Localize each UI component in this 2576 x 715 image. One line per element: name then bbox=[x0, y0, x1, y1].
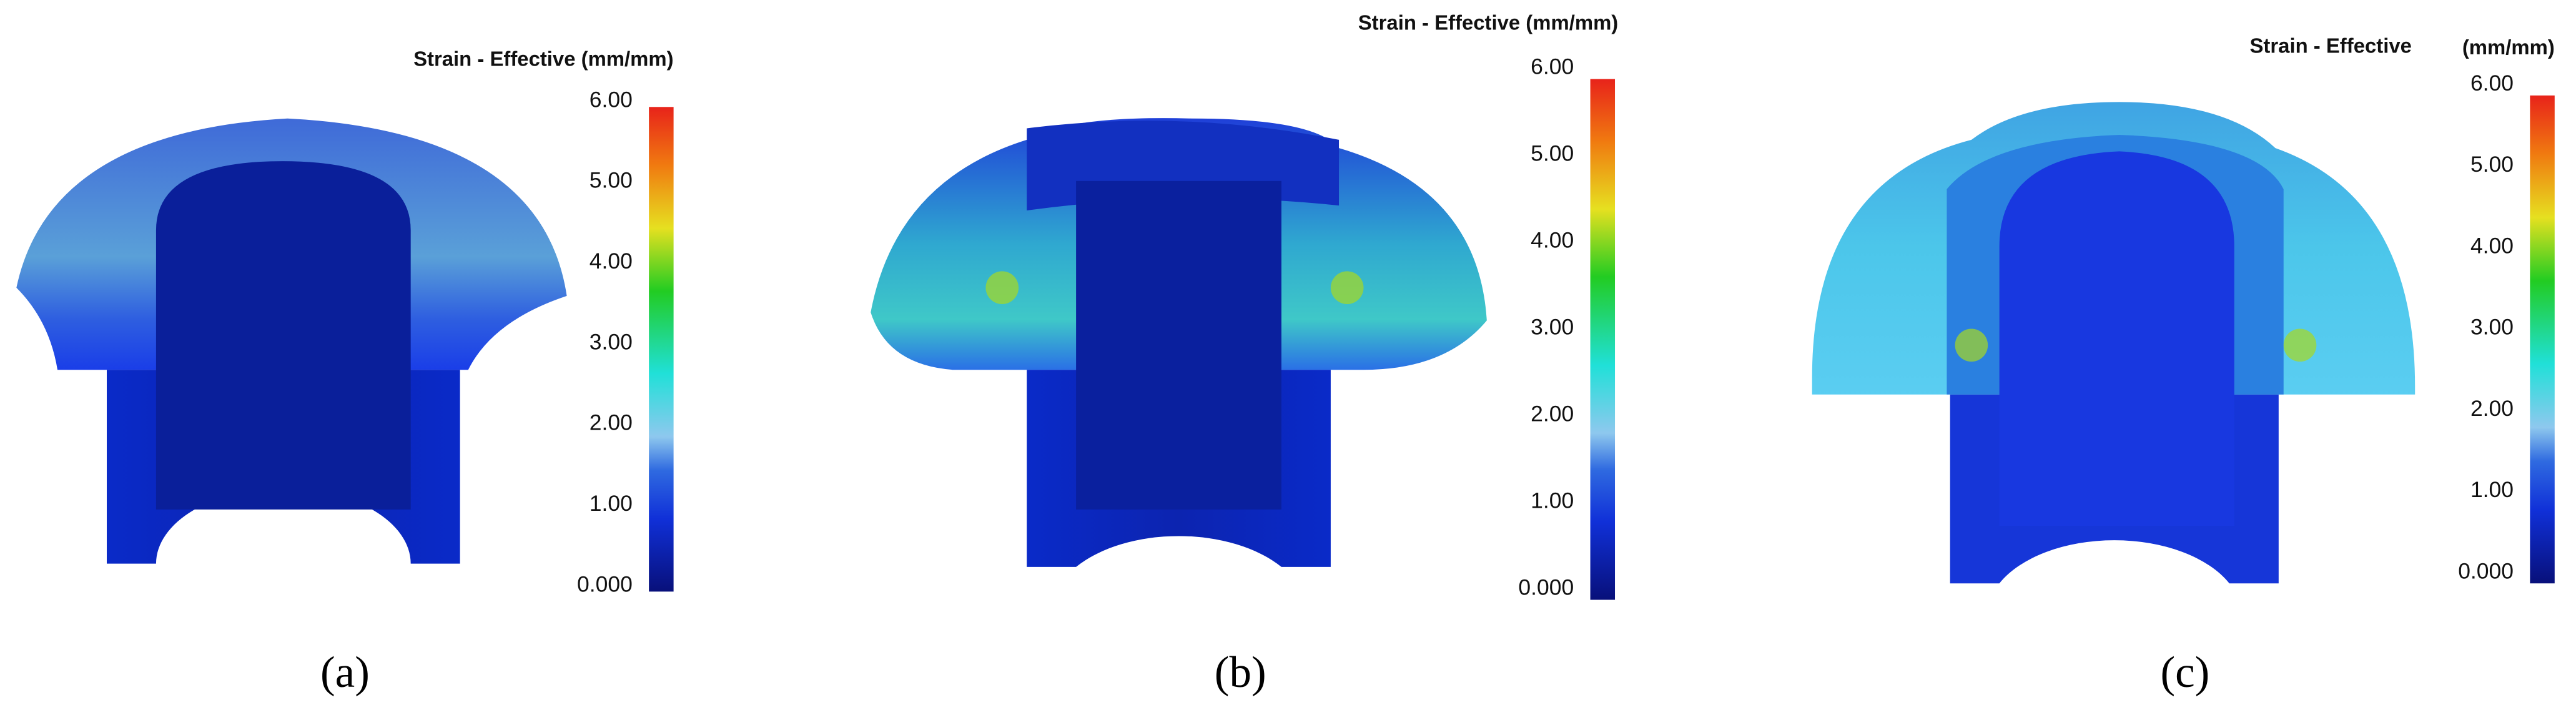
legend-unit: (mm/mm) bbox=[2462, 36, 2555, 59]
tick-label: 5.00 bbox=[590, 168, 633, 193]
legend-title: Strain - Effective (mm/mm) bbox=[1358, 11, 1619, 34]
tick-label: 6.00 bbox=[590, 87, 633, 112]
tick-label: 0.000 bbox=[1518, 575, 1574, 600]
rivet-b bbox=[871, 118, 1487, 567]
caption: (b) bbox=[1215, 648, 1266, 697]
color-bar bbox=[649, 107, 674, 592]
caption: (c) bbox=[2160, 648, 2209, 697]
caption: (a) bbox=[320, 648, 370, 697]
rivet-a bbox=[16, 118, 567, 564]
color-bar bbox=[2530, 95, 2555, 584]
tick-label: 4.00 bbox=[590, 249, 633, 274]
tick-label: 6.00 bbox=[1531, 54, 1574, 79]
color-bar bbox=[1590, 79, 1616, 600]
tick-label: 5.00 bbox=[1531, 141, 1574, 166]
tick-label: 4.00 bbox=[1531, 228, 1574, 253]
tick-label: 1.00 bbox=[2470, 477, 2514, 502]
tick-label: 0.000 bbox=[577, 571, 633, 596]
tick-label: 2.00 bbox=[1531, 402, 1574, 427]
tick-label: 2.00 bbox=[590, 410, 633, 435]
tick-label: 3.00 bbox=[1531, 315, 1574, 340]
tick-label: 1.00 bbox=[590, 491, 633, 516]
tick-label: 5.00 bbox=[2470, 152, 2514, 177]
legend-title: Strain - Effective (mm/mm) bbox=[413, 47, 674, 71]
tick-label: 1.00 bbox=[1531, 488, 1574, 513]
legend-title: Strain - Effective bbox=[2250, 34, 2412, 57]
rivet-c bbox=[1812, 102, 2416, 584]
tick-label: 3.00 bbox=[2470, 315, 2514, 340]
tick-label: 3.00 bbox=[590, 329, 633, 354]
tick-label: 2.00 bbox=[2470, 396, 2514, 421]
tick-label: 4.00 bbox=[2470, 233, 2514, 258]
tick-label: 0.000 bbox=[2458, 558, 2514, 583]
tick-label: 6.00 bbox=[2470, 71, 2514, 96]
